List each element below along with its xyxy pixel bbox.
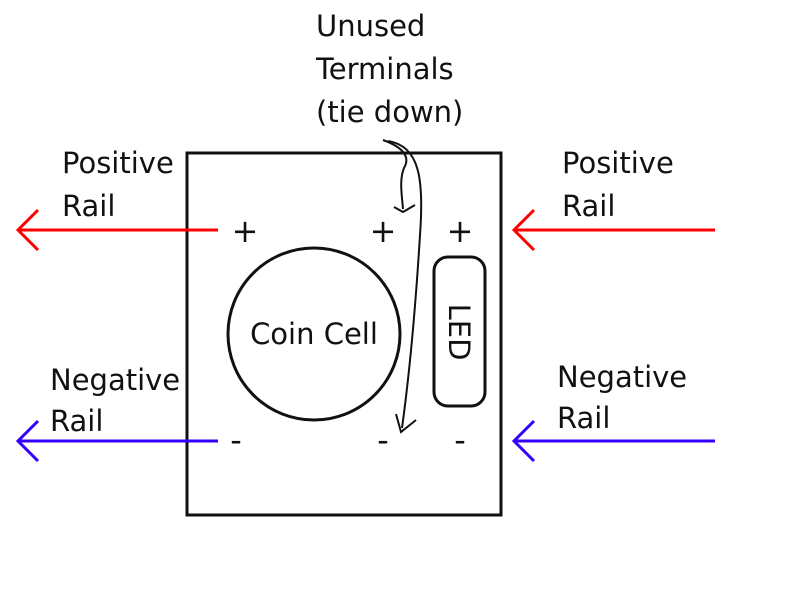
annotation-line-2: Terminals <box>315 52 454 86</box>
left-negative-label-line-1: Negative <box>50 363 180 397</box>
left-negative-label-line-2: Rail <box>50 404 103 438</box>
left-positive-label-line-2: Rail <box>62 189 115 223</box>
left-positive-label-line-1: Positive <box>62 146 174 180</box>
led-body <box>432 255 487 408</box>
arrowhead-unused-negative <box>395 413 417 434</box>
terminal-positive-right: + <box>447 212 474 250</box>
led-label: LED <box>442 304 476 361</box>
left-positive-arrow <box>15 208 218 252</box>
terminals-top: + + + <box>232 212 474 250</box>
arrowhead-unused-positive <box>393 204 416 214</box>
right-negative-label-line-2: Rail <box>557 401 610 435</box>
right-positive-arrow <box>511 208 715 252</box>
arrow-to-unused-negative <box>387 140 423 429</box>
unused-terminals-annotation: Unused Terminals (tie down) <box>315 9 463 129</box>
coin-cell-circle <box>226 246 402 422</box>
board-outline <box>185 151 503 517</box>
annotation-line-1: Unused <box>316 9 425 43</box>
terminal-positive-left: + <box>232 212 259 250</box>
right-negative-label: Negative Rail <box>557 360 687 435</box>
arrow-to-unused-positive <box>382 139 408 210</box>
left-negative-arrow <box>15 419 218 463</box>
terminal-negative-right: - <box>454 421 466 459</box>
coin-cell-label: Coin Cell <box>250 317 378 351</box>
led: LED <box>432 255 487 408</box>
right-positive-label-line-2: Rail <box>562 189 615 223</box>
terminal-negative-middle: - <box>377 421 389 459</box>
right-negative-arrow <box>511 419 715 463</box>
annotation-line-3: (tie down) <box>316 95 463 129</box>
right-positive-label-line-1: Positive <box>562 146 674 180</box>
left-positive-label: Positive Rail <box>62 146 174 223</box>
right-positive-label: Positive Rail <box>562 146 674 223</box>
terminal-negative-left: - <box>230 421 242 459</box>
left-negative-label: Negative Rail <box>50 363 180 438</box>
terminal-positive-middle: + <box>370 212 397 250</box>
coin-cell: Coin Cell <box>226 246 402 422</box>
annotation-arrows <box>382 139 423 434</box>
right-negative-label-line-1: Negative <box>557 360 687 394</box>
terminals-bottom: - - - <box>230 421 466 459</box>
